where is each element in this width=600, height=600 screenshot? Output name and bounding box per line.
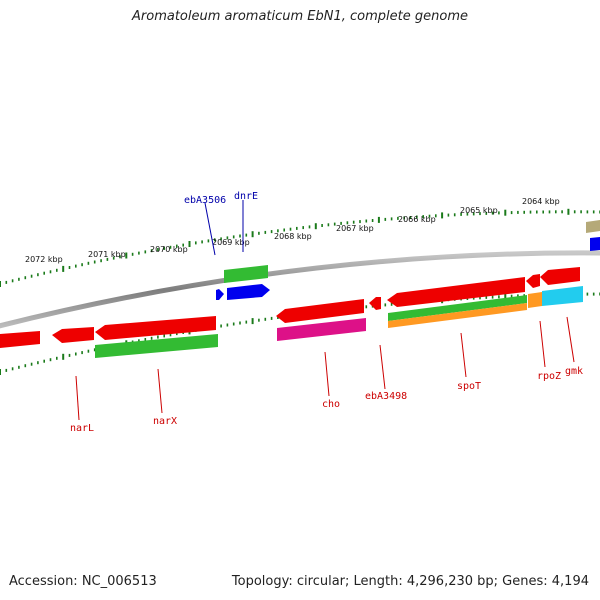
gene-arrow-right-edge[interactable] xyxy=(590,237,600,251)
leader-ebA3498 xyxy=(379,344,386,390)
gene-label-gmk[interactable]: gmk xyxy=(565,366,583,377)
leader-gmk xyxy=(566,316,575,363)
gene-arrow-cho[interactable] xyxy=(276,299,364,323)
gene-cds-dnrE[interactable] xyxy=(224,265,268,283)
gene-cds-gmk[interactable] xyxy=(542,286,583,306)
gene-label-ebA3506[interactable]: ebA3506 xyxy=(184,195,226,206)
gene-label-spoT[interactable]: spoT xyxy=(457,381,481,392)
leader-cho xyxy=(324,351,330,397)
map-title: Aromatoleum aromaticum EbN1, complete ge… xyxy=(132,9,468,24)
kbp-label: 2072 kbp xyxy=(25,255,63,264)
topology-text: Topology: circular; Length: 4,296,230 bp… xyxy=(231,574,589,589)
gene-label-cho[interactable]: cho xyxy=(322,399,340,410)
gene-arrow-rpoZ[interactable] xyxy=(526,274,540,288)
gene-arrow-ebA3498[interactable] xyxy=(369,297,381,310)
gene-label-rpoZ[interactable]: rpoZ xyxy=(537,371,561,382)
gene-arrow-narX[interactable] xyxy=(95,316,216,340)
gene-label-narX[interactable]: narX xyxy=(153,416,177,427)
leader-narL xyxy=(75,375,80,421)
accession-text: Accession: NC_006513 xyxy=(9,574,157,589)
forward-strand-features xyxy=(216,220,600,300)
label-leader-lines xyxy=(75,200,575,421)
leader-narX xyxy=(157,368,163,414)
kbp-label: 2068 kbp xyxy=(274,232,312,241)
kbp-label: 2067 kbp xyxy=(336,224,374,233)
gene-cds-cho[interactable] xyxy=(277,318,366,341)
gene-arrow-spoT[interactable] xyxy=(387,277,525,307)
leader-ebA3506 xyxy=(204,202,216,256)
kbp-label: 2066 kbp xyxy=(398,215,436,224)
kbp-scale-labels: 2072 kbp 2071 kbp 2070 kbp 2069 kbp 2068… xyxy=(25,197,560,264)
gene-cds-spoT-green[interactable] xyxy=(388,295,527,321)
leader-spoT xyxy=(460,332,467,378)
kbp-label: 2064 kbp xyxy=(522,197,560,206)
gene-label-dnrE[interactable]: dnrE xyxy=(234,191,258,202)
genome-backbone xyxy=(0,250,600,329)
kbp-label: 2071 kbp xyxy=(88,250,126,259)
gene-cds-spoT-orange[interactable] xyxy=(388,303,527,328)
gene-arrow-ebA3506[interactable] xyxy=(216,289,224,300)
gene-labels: ebA3506 dnrE narL narX cho ebA3498 spoT … xyxy=(70,191,583,434)
gene-arrow-narL[interactable] xyxy=(52,327,94,343)
kbp-label: 2065 kbp xyxy=(460,206,498,215)
gene-label-narL[interactable]: narL xyxy=(70,423,94,434)
gene-arrow-left-edge[interactable] xyxy=(0,331,40,348)
gene-label-ebA3498[interactable]: ebA3498 xyxy=(365,391,407,402)
leader-rpoZ xyxy=(539,320,546,368)
gene-cds-narX[interactable] xyxy=(95,334,218,358)
scale-ticks-top xyxy=(0,208,600,287)
gene-cds-right-edge[interactable] xyxy=(586,220,600,233)
gene-arrow-gmk[interactable] xyxy=(540,267,580,285)
kbp-label: 2070 kbp xyxy=(150,245,188,254)
kbp-label: 2069 kbp xyxy=(212,238,250,247)
gene-cds-rpoZ[interactable] xyxy=(528,292,542,308)
gene-arrow-dnrE[interactable] xyxy=(227,284,270,300)
reverse-strand-features xyxy=(0,267,583,358)
